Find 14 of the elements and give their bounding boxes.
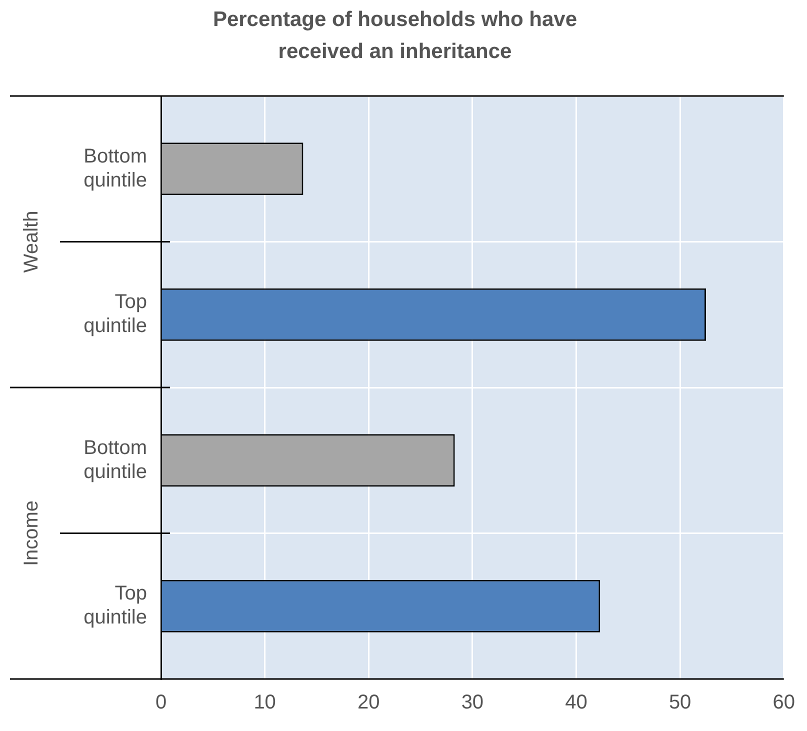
y-tick-label: Top quintile <box>84 291 147 338</box>
chart-title: Percentage of households who have received an inheritance <box>212 7 578 65</box>
x-tick-label: 60 <box>772 692 795 714</box>
y-tick-label: Bottom quintile <box>84 436 147 483</box>
x-tick-label: 10 <box>254 692 276 714</box>
x-tick-label: 20 <box>358 692 380 714</box>
text: Income <box>20 500 43 566</box>
y-tick-label: Top quintile <box>84 582 147 629</box>
y-tick-label: Bottom quintile <box>84 145 147 192</box>
x-tick-label: 40 <box>565 692 588 714</box>
x-tick-label: 50 <box>668 692 692 714</box>
x-tick-label: 30 <box>461 692 484 714</box>
x-tick-label: 0 <box>155 692 167 714</box>
text: Wealth <box>20 210 43 273</box>
